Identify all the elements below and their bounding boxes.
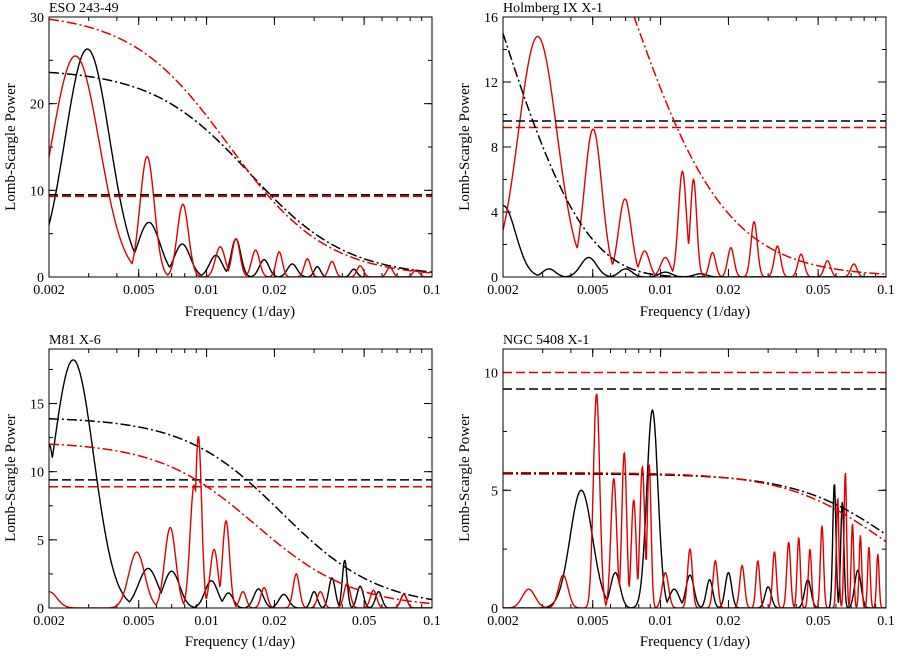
x-tick-label: 0.05: [806, 283, 831, 298]
y-tick-label: 5: [37, 534, 44, 549]
x-tick-label: 0.1: [877, 283, 895, 298]
y-axis-title: Lomb-Scargle Power: [3, 83, 19, 211]
plot-frame: [502, 348, 887, 609]
y-tick-label: 10: [30, 466, 44, 481]
series-solid-red: [503, 35, 886, 277]
series-group: [503, 371, 886, 608]
x-axis-title: Frequency (1/day): [185, 304, 295, 320]
panel-m81-x-6: M81 X-6 Frequency (1/day) Lomb-Scargle P…: [3, 333, 441, 650]
x-tick-label: 0.002: [487, 283, 519, 298]
panel-title: Holmberg IX X-1: [503, 1, 603, 16]
series-solid-red: [49, 436, 432, 608]
x-tick-label: 0.1: [423, 614, 441, 629]
x-tick-label: 0.005: [123, 283, 155, 298]
y-tick-label: 0: [491, 271, 498, 286]
x-axis-title: Frequency (1/day): [640, 304, 750, 320]
series-solid-black: [49, 48, 432, 277]
series-dashdot-black: [49, 418, 432, 601]
plot-frame: [48, 348, 433, 609]
x-tick-label: 0.005: [577, 283, 609, 298]
y-tick-label: 0: [37, 602, 44, 617]
y-tick-label: 10: [30, 184, 44, 199]
x-tick-label: 0.002: [487, 614, 519, 629]
panel-holmberg-ix-x-1: Holmberg IX X-1 Frequency (1/day) Lomb-S…: [457, 1, 895, 320]
y-tick-label: 8: [491, 141, 498, 156]
series-solid-red: [49, 55, 432, 277]
x-axis-title: Frequency (1/day): [185, 634, 295, 650]
panel-title: M81 X-6: [49, 333, 101, 348]
x-tick-label: 0.02: [262, 614, 287, 629]
y-tick-label: 16: [484, 11, 498, 26]
x-tick-label: 0.1: [877, 614, 895, 629]
panel-title: NGC 5408 X-1: [503, 333, 589, 348]
plot-frame: [48, 16, 433, 278]
x-tick-label: 0.005: [123, 614, 155, 629]
series-group: [503, 17, 886, 277]
x-tick-label: 0.05: [352, 614, 377, 629]
tick-group: 0.002 0.005 0.01 0.02 0.05 0.1 0 10 20 30: [30, 11, 441, 298]
series-dashdot-red: [503, 471, 886, 543]
tick-group: 0.002 0.005 0.01 0.02 0.05 0.1 0 5 10: [484, 349, 895, 629]
panel-eso-243-49: ESO 243-49 Frequency (1/day) Lomb-Scargl…: [3, 1, 441, 320]
series-dashdot-red: [49, 443, 432, 605]
y-tick-label: 10: [484, 367, 498, 382]
y-axis-title: Lomb-Scargle Power: [3, 414, 19, 542]
y-tick-label: 30: [30, 11, 44, 26]
series-solid-black: [503, 204, 886, 277]
panel-ngc-5408-x-1: NGC 5408 X-1 Frequency (1/day) Lomb-Scar…: [457, 333, 895, 650]
x-tick-label: 0.01: [194, 283, 219, 298]
y-tick-label: 0: [37, 271, 44, 286]
series-dashdot-red: [633, 17, 886, 275]
x-tick-label: 0.005: [577, 614, 609, 629]
x-tick-label: 0.002: [33, 283, 65, 298]
series-dashdot-black: [49, 71, 432, 273]
x-tick-label: 0.1: [423, 283, 441, 298]
x-tick-label: 0.05: [352, 283, 377, 298]
y-tick-label: 15: [30, 398, 44, 413]
y-tick-label: 12: [484, 76, 498, 91]
series-group: [49, 359, 432, 608]
y-axis-title: Lomb-Scargle Power: [457, 414, 473, 542]
panel-title: ESO 243-49: [49, 1, 119, 16]
series-solid-red: [503, 393, 886, 608]
y-tick-label: 4: [491, 206, 498, 221]
x-tick-label: 0.05: [806, 614, 831, 629]
y-tick-label: 0: [491, 602, 498, 617]
x-tick-label: 0.01: [648, 283, 673, 298]
series-solid-black: [503, 408, 886, 608]
series-dashdot-red: [49, 18, 432, 274]
x-tick-label: 0.02: [716, 283, 741, 298]
y-axis-title: Lomb-Scargle Power: [457, 83, 473, 211]
series-dashdot-black: [503, 473, 886, 536]
series-group: [49, 18, 432, 277]
series-solid-black: [49, 359, 432, 608]
x-axis-title: Frequency (1/day): [640, 634, 750, 650]
x-tick-label: 0.02: [716, 614, 741, 629]
y-tick-label: 5: [491, 484, 498, 499]
x-tick-label: 0.01: [648, 614, 673, 629]
x-tick-label: 0.02: [262, 283, 287, 298]
x-tick-label: 0.002: [33, 614, 65, 629]
x-tick-label: 0.01: [194, 614, 219, 629]
y-tick-label: 20: [30, 98, 44, 113]
tick-group: 0.002 0.005 0.01 0.02 0.05 0.1 0 5 10 15: [30, 349, 441, 629]
plot-frame: [502, 16, 887, 278]
